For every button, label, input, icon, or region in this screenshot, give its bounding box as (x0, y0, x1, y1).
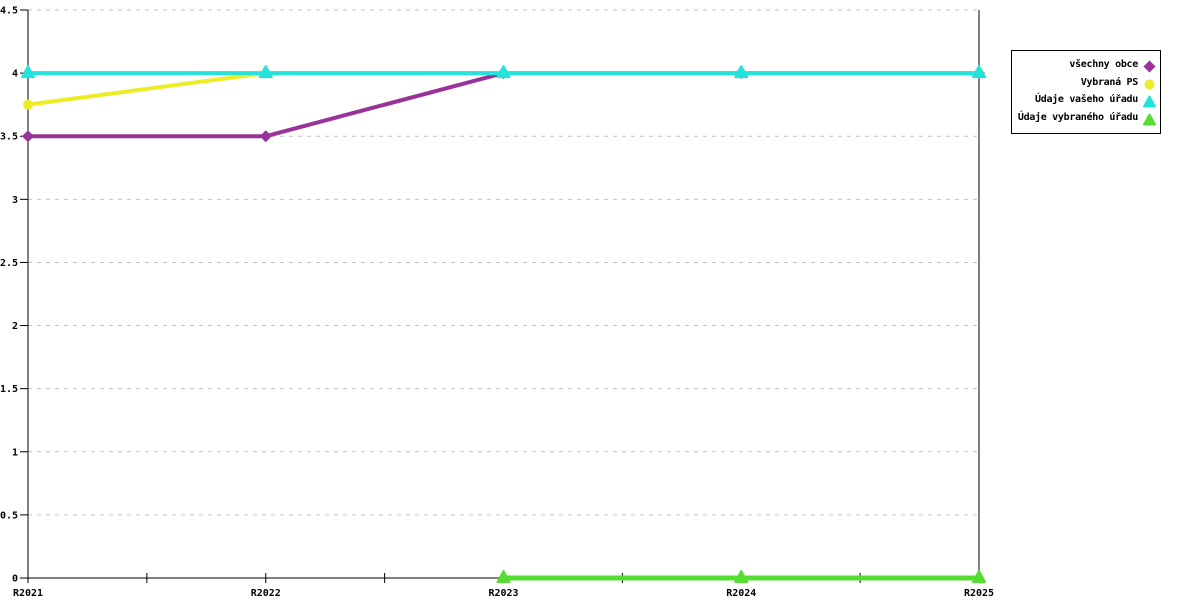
y-tick-label: 3.5 (0, 132, 18, 143)
triangle-marker-icon (496, 570, 511, 583)
y-tick-label: 4 (12, 69, 18, 80)
circle-marker-icon (23, 99, 33, 110)
series-line (28, 71, 979, 139)
diamond-marker-icon (259, 130, 272, 143)
legend-label: Vybraná PS (1080, 76, 1139, 88)
y-tick-label: 2 (12, 321, 18, 332)
legend-label: všechny obce (1069, 59, 1138, 71)
triangle-marker-icon (734, 570, 749, 583)
legend-label: Údaje vašeho úřadu (1035, 94, 1138, 106)
y-tick-label: 2.5 (0, 258, 18, 269)
triangle-marker-icon (734, 65, 749, 79)
legend-label: Údaje vybraného úřadu (1017, 111, 1138, 123)
triangle-marker-icon (972, 570, 986, 583)
triangle-marker-icon (258, 65, 273, 79)
x-tick-label: R2021 (13, 588, 43, 599)
legend-triangle-icon (1143, 111, 1156, 126)
x-tick-label: R2022 (251, 588, 281, 599)
triangle-marker-icon (496, 65, 511, 79)
y-tick-label: 4.5 (0, 6, 18, 17)
y-tick-label: 1 (12, 447, 18, 458)
x-tick-label: R2024 (726, 588, 756, 599)
triangle-marker-icon (972, 65, 986, 79)
x-tick-label: R2025 (964, 588, 994, 599)
y-tick-label: 0.5 (0, 510, 18, 521)
legend-item: Vybraná PS (1012, 74, 1160, 92)
y-tick-label: 0 (12, 574, 18, 585)
legend: všechny obce Vybraná PS Údaje vašeho úřadu… (1011, 50, 1161, 134)
y-tick-label: 1.5 (0, 384, 18, 395)
legend-item: Údaje vybraného úřadu (1012, 109, 1160, 127)
y-tick-label: 3 (12, 195, 18, 206)
triangle-marker-icon (21, 65, 35, 79)
diamond-marker-icon (22, 130, 34, 143)
legend-diamond-icon (1143, 58, 1156, 73)
legend-item: všechny obce (1012, 56, 1160, 74)
legend-circle-icon (1143, 76, 1156, 90)
legend-triangle-icon (1143, 93, 1156, 108)
legend-item: Údaje vašeho úřadu (1012, 91, 1160, 109)
x-tick-label: R2023 (488, 588, 518, 599)
